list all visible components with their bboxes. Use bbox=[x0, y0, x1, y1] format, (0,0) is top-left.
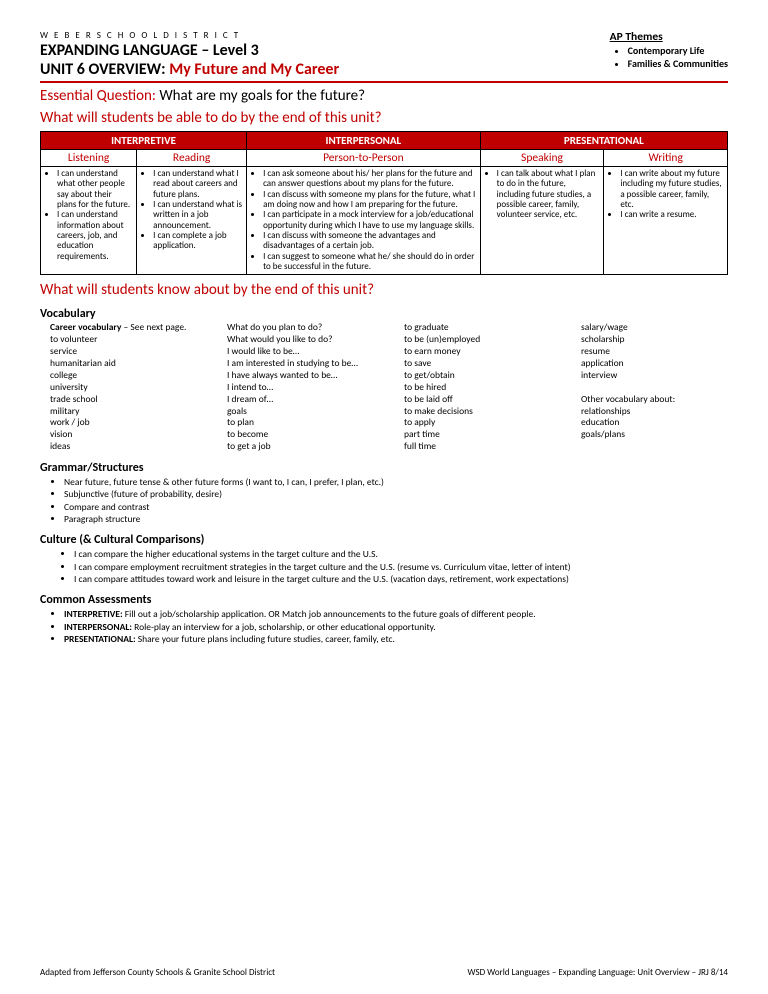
list-item: Compare and contrast bbox=[64, 501, 728, 513]
list-item: I can write a resume. bbox=[620, 210, 723, 220]
vocab-col-1: Career vocabulary – See next page. to vo… bbox=[50, 322, 197, 453]
vocab-col-2: What do you plan to do? What would you l… bbox=[227, 322, 374, 453]
vocab-item: university bbox=[50, 382, 197, 394]
vocab-item bbox=[581, 382, 728, 394]
list-item: Near future, future tense & other future… bbox=[64, 476, 728, 488]
cell-speaking: I can talk about what I plan to do in th… bbox=[480, 167, 604, 275]
hdr-person: Person-to-Person bbox=[247, 150, 481, 167]
assess-text: Fill out a job/scholarship application. … bbox=[123, 608, 536, 620]
vocab-item: trade school bbox=[50, 394, 197, 406]
ap-themes-title: AP Themes bbox=[610, 30, 728, 44]
vocab-item: to be laid off bbox=[404, 394, 551, 406]
grammar-list: Near future, future tense & other future… bbox=[64, 476, 728, 525]
list-item: INTERPERSONAL: Role-play an interview fo… bbox=[64, 621, 728, 633]
cell-person: I can ask someone about his/ her plans f… bbox=[247, 167, 481, 275]
list-item: PRESENTATIONAL: Share your future plans … bbox=[64, 633, 728, 645]
hdr-speaking: Speaking bbox=[480, 150, 604, 167]
list-item: I can ask someone about his/ her plans f… bbox=[263, 169, 476, 190]
eq-text: What are my goals for the future? bbox=[159, 87, 365, 105]
list-item: I can compare employment recruitment str… bbox=[74, 561, 728, 573]
vocab-item: to be hired bbox=[404, 382, 551, 394]
title-line-1: EXPANDING LANGUAGE – Level 3 bbox=[40, 41, 610, 60]
divider bbox=[40, 81, 728, 83]
table-header-row-1: INTERPRETIVE INTERPERSONAL PRESENTATIONA… bbox=[41, 132, 728, 150]
vocab-col-4: salary/wage scholarship resume applicati… bbox=[581, 322, 728, 453]
section-question-1: What will students be able to do by the … bbox=[40, 109, 728, 127]
vocab-item: ideas bbox=[50, 441, 197, 453]
list-item: I can understand what I read about caree… bbox=[153, 169, 242, 200]
section-question-2: What will students know about by the end… bbox=[40, 281, 728, 299]
header-left: W E B E R S C H O O L D I S T R I C T EX… bbox=[40, 30, 610, 79]
list-item: I can complete a job application. bbox=[153, 231, 242, 252]
list-item: I can understand what is written in a jo… bbox=[153, 200, 242, 231]
essential-question: Essential Question: What are my goals fo… bbox=[40, 87, 728, 105]
vocab-item: full time bbox=[404, 441, 551, 453]
culture-title: Culture (& Cultural Comparisons) bbox=[40, 533, 728, 547]
list-item: I can compare the higher educational sys… bbox=[74, 548, 728, 560]
vocab-item: interview bbox=[581, 370, 728, 382]
title2-red: My Future and My Career bbox=[169, 60, 339, 79]
hdr-writing: Writing bbox=[604, 150, 728, 167]
list-item: I can write about my future including my… bbox=[620, 169, 723, 210]
vocab-item: goals/plans bbox=[581, 429, 728, 441]
list-item: Paragraph structure bbox=[64, 513, 728, 525]
assess-title: Common Assessments bbox=[40, 593, 728, 607]
list-item: I can understand information about caree… bbox=[57, 210, 132, 262]
assess-list: INTERPRETIVE: Fill out a job/scholarship… bbox=[64, 608, 728, 645]
list-item: I can discuss with someone my plans for … bbox=[263, 190, 476, 211]
vocab-item: vision bbox=[50, 429, 197, 441]
eq-label: Essential Question: bbox=[40, 87, 159, 105]
table-header-row-2: Listening Reading Person-to-Person Speak… bbox=[41, 150, 728, 167]
footer-left: Adapted from Jefferson County Schools & … bbox=[40, 967, 275, 978]
list-item: I can participate in a mock interview fo… bbox=[263, 210, 476, 231]
cell-listening: I can understand what other people say a… bbox=[41, 167, 137, 275]
grammar-title: Grammar/Structures bbox=[40, 461, 728, 475]
title-line-2: UNIT 6 OVERVIEW: My Future and My Career bbox=[40, 60, 610, 79]
hdr-interpersonal: INTERPERSONAL bbox=[247, 132, 481, 150]
assess-text: Share your future plans including future… bbox=[136, 633, 395, 645]
vocab-item: work / job bbox=[50, 417, 197, 429]
header: W E B E R S C H O O L D I S T R I C T EX… bbox=[40, 30, 728, 79]
ap-themes-list: Contemporary Life Families & Communities bbox=[628, 44, 728, 70]
ap-theme-item: Contemporary Life bbox=[628, 44, 728, 57]
list-item: Subjunctive (future of probability, desi… bbox=[64, 488, 728, 500]
assess-label: INTERPERSONAL: bbox=[64, 621, 132, 633]
hdr-presentational: PRESENTATIONAL bbox=[480, 132, 727, 150]
assess-label: INTERPRETIVE: bbox=[64, 608, 123, 620]
list-item: INTERPRETIVE: Fill out a job/scholarship… bbox=[64, 608, 728, 620]
vocab-grid: Career vocabulary – See next page. to vo… bbox=[50, 322, 728, 453]
hdr-reading: Reading bbox=[137, 150, 247, 167]
vocab-item: I intend to… bbox=[227, 382, 374, 394]
list-item: I can understand what other people say a… bbox=[57, 169, 132, 210]
list-item: I can talk about what I plan to do in th… bbox=[497, 169, 600, 221]
hdr-listening: Listening bbox=[41, 150, 137, 167]
table-body-row: I can understand what other people say a… bbox=[41, 167, 728, 275]
vocab-item: to get a job bbox=[227, 441, 374, 453]
ap-themes: AP Themes Contemporary Life Families & C… bbox=[610, 30, 728, 70]
vocab-item: Other vocabulary about: bbox=[581, 394, 728, 406]
assess-label: PRESENTATIONAL: bbox=[64, 633, 136, 645]
vocab-title: Vocabulary bbox=[40, 307, 728, 321]
footer-right: WSD World Languages – Expanding Language… bbox=[468, 967, 728, 978]
vocab-item: I dream of… bbox=[227, 394, 374, 406]
hdr-interpretive: INTERPRETIVE bbox=[41, 132, 247, 150]
list-item: I can discuss with someone the advantage… bbox=[263, 231, 476, 252]
vocab-col-3: to graduate to be (un)employed to earn m… bbox=[404, 322, 551, 453]
list-item: I can compare attitudes toward work and … bbox=[74, 573, 728, 585]
cell-writing: I can write about my future including my… bbox=[604, 167, 728, 275]
footer: Adapted from Jefferson County Schools & … bbox=[40, 967, 728, 978]
list-item: I can suggest to someone what he/ she sh… bbox=[263, 252, 476, 273]
ap-theme-item: Families & Communities bbox=[628, 57, 728, 70]
cell-reading: I can understand what I read about caree… bbox=[137, 167, 247, 275]
culture-list: I can compare the higher educational sys… bbox=[74, 548, 728, 585]
skills-table: INTERPRETIVE INTERPERSONAL PRESENTATIONA… bbox=[40, 131, 728, 275]
assess-text: Role-play an interview for a job, schola… bbox=[132, 621, 436, 633]
title2-black: UNIT 6 OVERVIEW: bbox=[40, 60, 169, 79]
district-name: W E B E R S C H O O L D I S T R I C T bbox=[40, 30, 610, 41]
